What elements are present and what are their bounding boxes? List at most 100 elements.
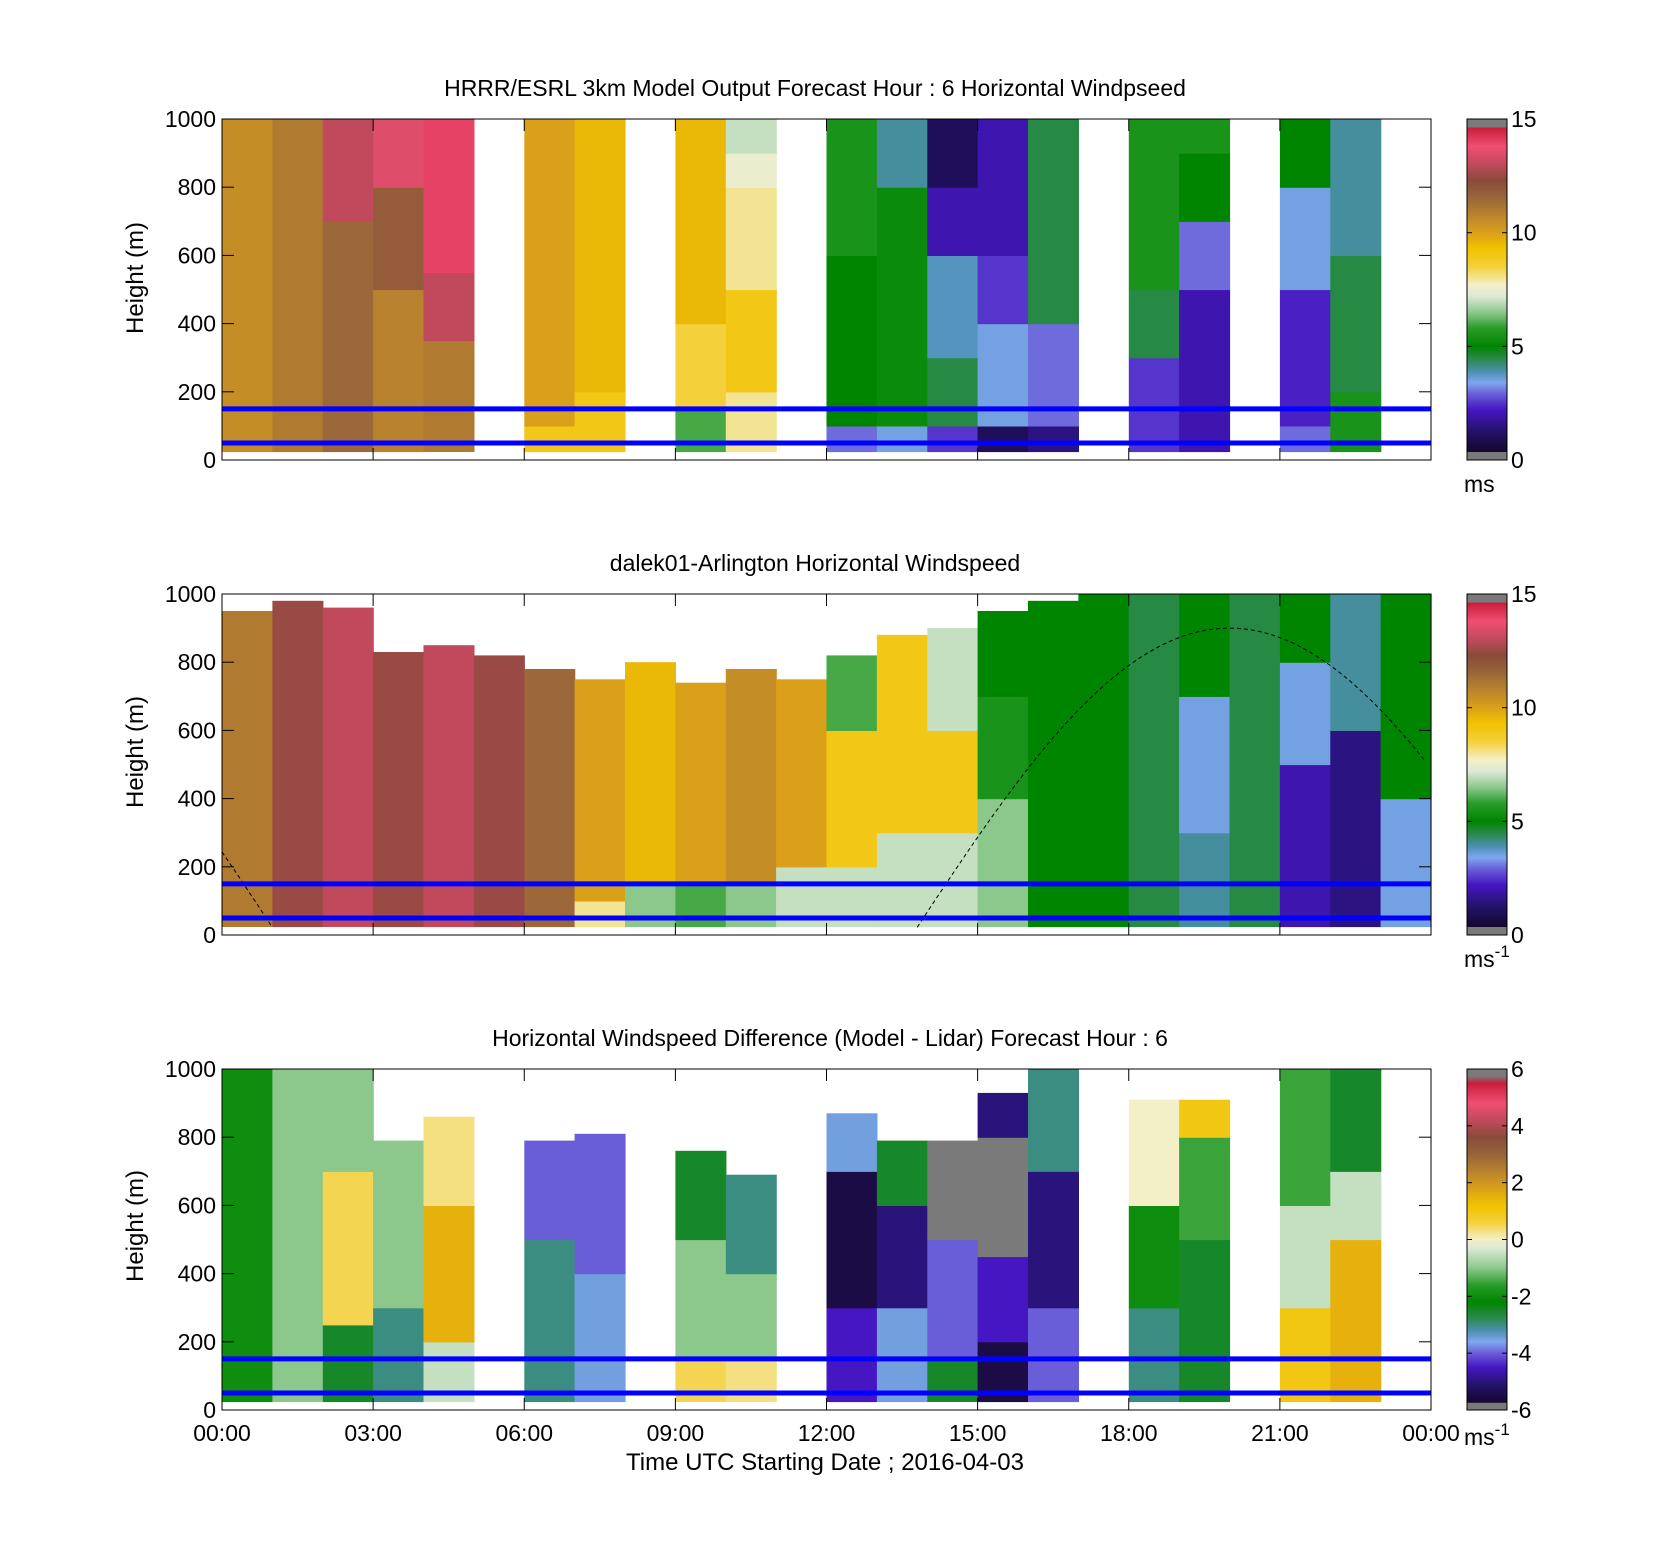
heatmap-cell — [1279, 425, 1331, 453]
heatmap-cell — [675, 408, 727, 453]
x-tick-label: 00:00 — [193, 1420, 251, 1446]
dashed-curve — [221, 627, 1427, 928]
y-tick-label: 200 — [178, 854, 216, 880]
colorbar-tick-label: 5 — [1511, 333, 1524, 359]
heatmap-cell — [1279, 662, 1331, 766]
heatmap-cell — [675, 323, 727, 410]
heatmap-cell — [1330, 1239, 1382, 1403]
heatmap-cell — [524, 669, 576, 928]
heatmap-cell — [1128, 1099, 1180, 1206]
heatmap-cell — [423, 1205, 475, 1343]
heatmap-cell — [977, 425, 1029, 453]
heatmap-cell — [1179, 153, 1231, 222]
lidar-panel: dalek01-Arlington Horizontal Windspeed H… — [122, 550, 1537, 972]
heatmap-cell — [322, 119, 374, 222]
heatmap-cell — [1179, 696, 1231, 834]
heatmap-cell — [1179, 832, 1231, 928]
heatmap-cell — [826, 119, 878, 256]
x-tick-label: 06:00 — [495, 1420, 553, 1446]
heatmap-cell — [876, 1205, 928, 1309]
heatmap-cell — [675, 1239, 727, 1360]
heatmap-cell — [423, 272, 475, 342]
y-tick-label: 0 — [203, 447, 216, 473]
heatmap-cell — [1128, 594, 1180, 928]
difference-panel: Horizontal Windspeed Difference (Model -… — [122, 1025, 1532, 1450]
heatmap-cell — [876, 187, 928, 427]
heatmap-cell — [725, 119, 777, 154]
heatmap-cell — [423, 645, 475, 928]
colorbar-tick-label: 0 — [1511, 922, 1524, 948]
heatmap-cell — [725, 1174, 777, 1275]
colorbar-unit-base: ms — [1464, 946, 1495, 972]
heatmap-cell — [1279, 594, 1331, 663]
heatmap-cell — [1380, 798, 1432, 928]
heatmap-cell — [1028, 600, 1079, 928]
heatmap-cell — [876, 1140, 928, 1206]
heatmap-cell — [1179, 1099, 1231, 1138]
x-axis-label: Time UTC Starting Date ; 2016-04-03 — [626, 1449, 1024, 1476]
model-y-axis-label: Height (m) — [122, 222, 149, 334]
y-tick-label: 600 — [178, 1192, 216, 1218]
heatmap-cell — [927, 1239, 979, 1360]
heatmap-cell — [675, 883, 727, 928]
heatmap-cell — [1028, 119, 1079, 325]
heatmap-cell — [977, 1137, 1029, 1258]
x-tick-label: 03:00 — [344, 1420, 402, 1446]
heatmap-cell — [725, 289, 777, 393]
heatmap-cell — [977, 696, 1029, 800]
heatmap-cell — [322, 1069, 374, 1172]
heatmap-cell — [826, 1113, 878, 1172]
heatmap-cell — [222, 119, 273, 453]
heatmap-cell — [876, 119, 928, 188]
heatmap-cell — [1179, 289, 1231, 453]
y-tick-label: 600 — [178, 717, 216, 743]
lidar-ylabel: Height (m) — [122, 696, 149, 808]
heatmap-cell — [1229, 594, 1281, 928]
heatmap-cell — [876, 832, 928, 928]
heatmap-cell — [322, 1171, 374, 1326]
heatmap-cell — [524, 119, 576, 427]
heatmap-cell — [927, 119, 979, 188]
heatmap-cell — [423, 119, 475, 273]
model-heatmap — [222, 119, 1431, 460]
heatmap-cell — [1028, 1069, 1079, 1172]
heatmap-cell — [826, 655, 878, 731]
lidar-panel-title: dalek01-Arlington Horizontal Windspeed — [610, 550, 1020, 576]
heatmap-cell — [927, 730, 979, 834]
colorbar-tick-label: 5 — [1511, 808, 1524, 834]
heatmap-cell — [675, 682, 727, 885]
heatmap-cell — [1179, 594, 1231, 697]
heatmap-cell — [776, 679, 828, 868]
heatmap-cell — [977, 611, 1029, 697]
colorbar-tick-label: 0 — [1511, 1227, 1524, 1253]
colorbar-tick-label: 2 — [1511, 1170, 1524, 1196]
heatmap-cell — [675, 119, 727, 325]
heatmap-cell — [1028, 1307, 1079, 1403]
heatmap-cell — [1179, 119, 1231, 154]
y-tick-label: 800 — [178, 1124, 216, 1150]
heatmap-cell — [725, 153, 777, 188]
x-tick-label: 00:00 — [1402, 1420, 1460, 1446]
heatmap-cell — [574, 119, 626, 393]
heatmap-cell — [1078, 594, 1130, 928]
heatmap-cell — [675, 1358, 727, 1402]
heatmap-cell — [1179, 221, 1231, 291]
heatmap-cell — [272, 119, 324, 453]
heatmap-cell — [1380, 594, 1432, 800]
colorbar-unit-exponent: -1 — [1495, 942, 1510, 961]
heatmap-cell — [725, 1358, 777, 1402]
heatmap-cell — [625, 662, 676, 885]
heatmap-cell — [725, 883, 777, 928]
x-tick-label: 15:00 — [949, 1420, 1007, 1446]
colorbar-tick-label: -4 — [1511, 1340, 1532, 1366]
heatmap-cell — [373, 289, 425, 453]
x-tick-label: 09:00 — [647, 1420, 705, 1446]
heatmap-cell — [725, 187, 777, 291]
heatmap-cell — [373, 1307, 425, 1403]
heatmap-cell — [322, 607, 374, 927]
heatmap-cell — [876, 634, 928, 834]
y-tick-label: 400 — [178, 786, 216, 812]
difference-y-axis-label: Height (m) — [122, 1170, 149, 1282]
heatmap-cell — [977, 798, 1029, 928]
